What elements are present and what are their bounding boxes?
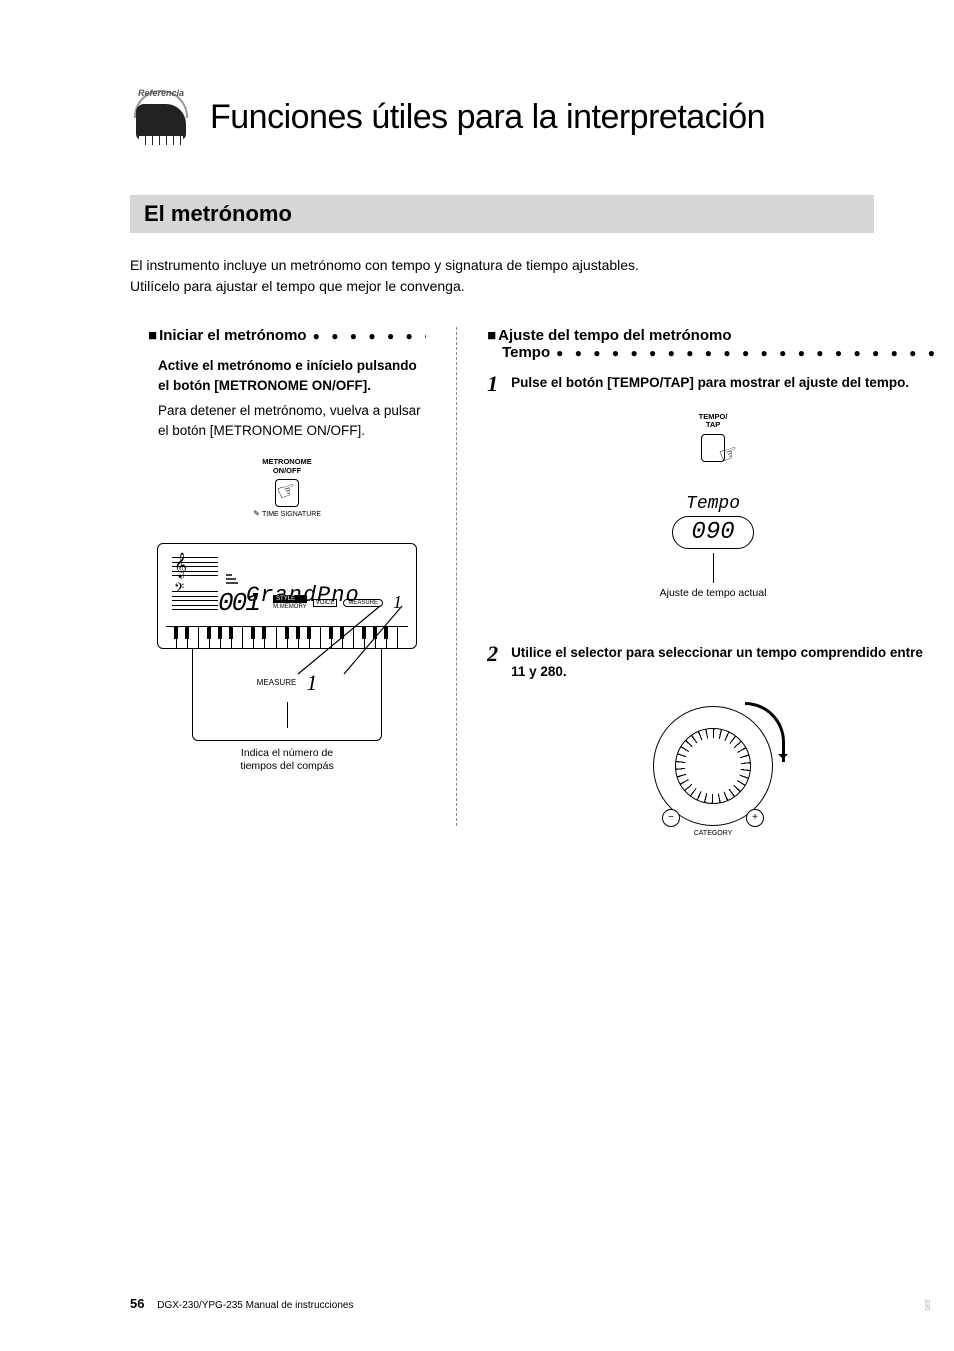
subheading-text: Iniciar el metrónomo xyxy=(159,327,307,344)
callout-box: MEASURE 1 xyxy=(192,648,382,741)
figure-metronome-button: METRONOME ON/OFF TIME SIGNATURE ☞ xyxy=(148,458,426,521)
doc-title: DGX-230/YPG-235 Manual de instrucciones xyxy=(157,1300,353,1311)
piano-keys-icon xyxy=(139,136,183,145)
song-number-display: 001 xyxy=(218,588,259,618)
square-bullet-icon: ■ xyxy=(148,327,157,344)
intro-line: El instrumento incluye un metrónomo con … xyxy=(130,255,874,276)
button-sublabel: TIME SIGNATURE xyxy=(253,509,321,518)
instruction-bold: Active el metrónomo e inícielo pulsando … xyxy=(158,356,426,395)
level-bars-icon xyxy=(226,574,238,584)
step-text: Pulse el botón [TEMPO/TAP] para mostrar … xyxy=(511,373,909,395)
step-text: Utilice el selector para seleccionar un … xyxy=(511,643,939,682)
two-column-layout: ■ Iniciar el metrónomo ● ● ● ● ● ● ● ● ●… xyxy=(130,327,874,826)
subheading-start-metronome: ■ Iniciar el metrónomo ● ● ● ● ● ● ● ● ●… xyxy=(148,327,426,344)
voice-indicator: VOICE xyxy=(313,599,338,607)
instruction-plain: Para detener el metrónomo, vuelva a puls… xyxy=(158,401,426,440)
page-footer: 56 DGX-230/YPG-235 Manual de instruccion… xyxy=(130,1296,353,1311)
instruction-block: Active el metrónomo e inícielo pulsando … xyxy=(158,356,426,440)
callout-stem-line xyxy=(713,553,714,583)
intro-line: Utilícelo para ajustar el tempo que mejo… xyxy=(130,276,874,297)
step-number: 2 xyxy=(487,643,503,682)
piano-icon xyxy=(136,104,186,140)
step-2: 2 Utilice el selector para seleccionar u… xyxy=(487,643,939,682)
step-number: 1 xyxy=(487,373,503,395)
section-heading: El metrónomo xyxy=(130,195,874,233)
leader-dots: ● ● ● ● ● ● ● ● ● ● ● ● ● ● ● ● ● ● ● ● … xyxy=(556,346,939,360)
button-label: TAP xyxy=(699,421,728,429)
logo-arc-text: Referencia xyxy=(130,88,192,98)
figure-dial: − + CATEGORY xyxy=(487,706,939,826)
lcd-caption: Ajuste de tempo actual xyxy=(660,587,767,599)
callout-label: MEASURE xyxy=(257,678,297,687)
measure-indicator-label: MEASURE xyxy=(343,599,383,607)
treble-clef-icon: 𝄞 xyxy=(174,552,187,578)
lcd-value: 090 xyxy=(672,516,753,549)
dial-plus-icon: + xyxy=(746,809,764,827)
page-title: Funciones útiles para la interpretación xyxy=(210,98,765,137)
intro-text: El instrumento incluye un metrónomo con … xyxy=(130,255,874,297)
left-column: ■ Iniciar el metrónomo ● ● ● ● ● ● ● ● ●… xyxy=(130,327,457,826)
lcd-label: Tempo xyxy=(660,494,767,514)
step-1: 1 Pulse el botón [TEMPO/TAP] para mostra… xyxy=(487,373,939,395)
hand-cursor-icon: ☞ xyxy=(715,438,742,469)
subheading-text: Tempo xyxy=(502,344,550,361)
reference-logo: Referencia xyxy=(130,90,192,145)
dial-minus-icon: − xyxy=(662,809,680,827)
callout-beat-value: 1 xyxy=(306,670,317,696)
side-code: 330 xyxy=(923,1299,930,1311)
leader-dots: ● ● ● ● ● ● ● ● ● ● xyxy=(313,329,426,343)
mode-indicators: STYLE M.MEMORY xyxy=(273,595,307,610)
keyboard-graphic xyxy=(166,626,408,648)
subheading-tempo: ■ Ajuste del tempo del metrónomo xyxy=(487,327,939,344)
figure-tempo-display: Tempo 090 Ajuste de tempo actual xyxy=(487,494,939,601)
page-number: 56 xyxy=(130,1296,144,1311)
staff-icon: 𝄞 𝄢 xyxy=(172,554,218,610)
button-label: ON/OFF xyxy=(253,467,321,475)
callout-stem-line xyxy=(287,702,288,728)
subheading-text: Ajuste del tempo del metrónomo xyxy=(498,327,731,344)
bass-clef-icon: 𝄢 xyxy=(174,582,184,600)
right-column: ■ Ajuste del tempo del metrónomo Tempo ●… xyxy=(457,327,945,826)
callout-caption: Indica el número de tiempos del compás xyxy=(148,747,426,774)
square-bullet-icon: ■ xyxy=(487,327,496,344)
rotate-arrow-icon xyxy=(745,702,785,762)
beat-value: 1 xyxy=(393,592,402,613)
figure-keyboard-display: 𝄞 𝄢 GrandPno 001 STYLE M.MEMORY VOICE xyxy=(157,543,417,649)
page-header: Referencia Funciones útiles para la inte… xyxy=(130,90,874,145)
dial-sublabel: CATEGORY xyxy=(694,830,733,837)
figure-tempo-button: TEMPO/ TAP ☞ xyxy=(487,413,939,464)
subheading-tempo-line2: Tempo ● ● ● ● ● ● ● ● ● ● ● ● ● ● ● ● ● … xyxy=(487,344,939,361)
